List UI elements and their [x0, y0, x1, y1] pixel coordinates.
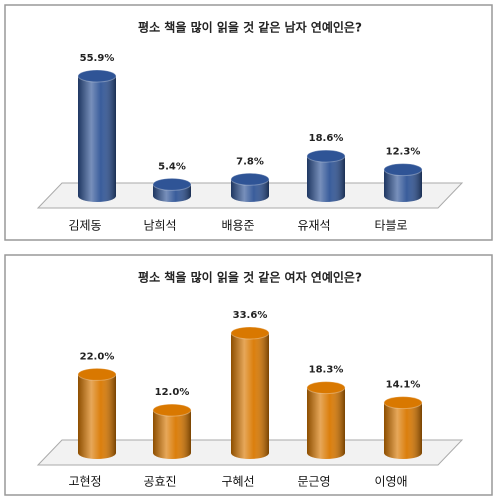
bar-top — [383, 163, 423, 177]
value-label: 55.9% — [80, 53, 115, 64]
chart-title: 평소 책을 많이 읽을 것 같은 여자 연예인은? — [138, 270, 362, 285]
x-tick-label: 김제동 — [68, 219, 101, 233]
bar — [77, 69, 117, 202]
bar — [152, 177, 192, 202]
x-tick-label: 남희석 — [143, 219, 176, 233]
bar — [306, 149, 346, 202]
bar-shade — [307, 156, 345, 202]
bar-top — [306, 149, 346, 163]
value-label: 14.1% — [386, 380, 421, 391]
x-tick-label: 문근영 — [297, 475, 330, 489]
bar-shade — [153, 410, 191, 459]
value-label: 7.8% — [236, 156, 264, 167]
bar-top — [230, 172, 270, 186]
bar — [77, 367, 117, 459]
bar-top — [230, 326, 270, 340]
x-tick-label: 타블로 — [374, 219, 407, 233]
value-label: 22.0% — [80, 351, 115, 362]
bar — [383, 396, 423, 459]
bar-shade — [231, 333, 269, 459]
value-label: 5.4% — [158, 161, 186, 172]
bar-top — [306, 381, 346, 395]
bar-top — [77, 69, 117, 83]
bar-top — [152, 403, 192, 417]
bar-shade — [384, 169, 422, 202]
value-label: 33.6% — [233, 310, 268, 321]
bar-shade — [231, 179, 269, 202]
x-tick-label: 유재석 — [297, 219, 330, 233]
bar-shade — [384, 402, 422, 459]
x-tick-label: 이영애 — [374, 475, 407, 489]
bar — [230, 172, 270, 202]
chart-title: 평소 책을 많이 읽을 것 같은 남자 연예인은? — [138, 20, 362, 35]
x-tick-label: 구혜선 — [221, 475, 254, 489]
bar — [306, 381, 346, 459]
value-label: 18.6% — [309, 133, 344, 144]
bar-top — [152, 177, 192, 191]
bar-shade — [78, 374, 116, 459]
bar — [383, 163, 423, 202]
bar-shade — [307, 387, 345, 459]
value-label: 12.0% — [155, 387, 190, 398]
x-tick-label: 고현정 — [68, 475, 101, 489]
value-label: 18.3% — [309, 365, 344, 376]
bar-top — [77, 367, 117, 381]
bar — [230, 326, 270, 459]
value-label: 12.3% — [386, 147, 421, 158]
bar-top — [383, 396, 423, 410]
bar-shade — [78, 76, 116, 202]
x-tick-label: 배용준 — [221, 219, 254, 233]
x-tick-label: 공효진 — [143, 475, 176, 489]
bar — [152, 403, 192, 459]
